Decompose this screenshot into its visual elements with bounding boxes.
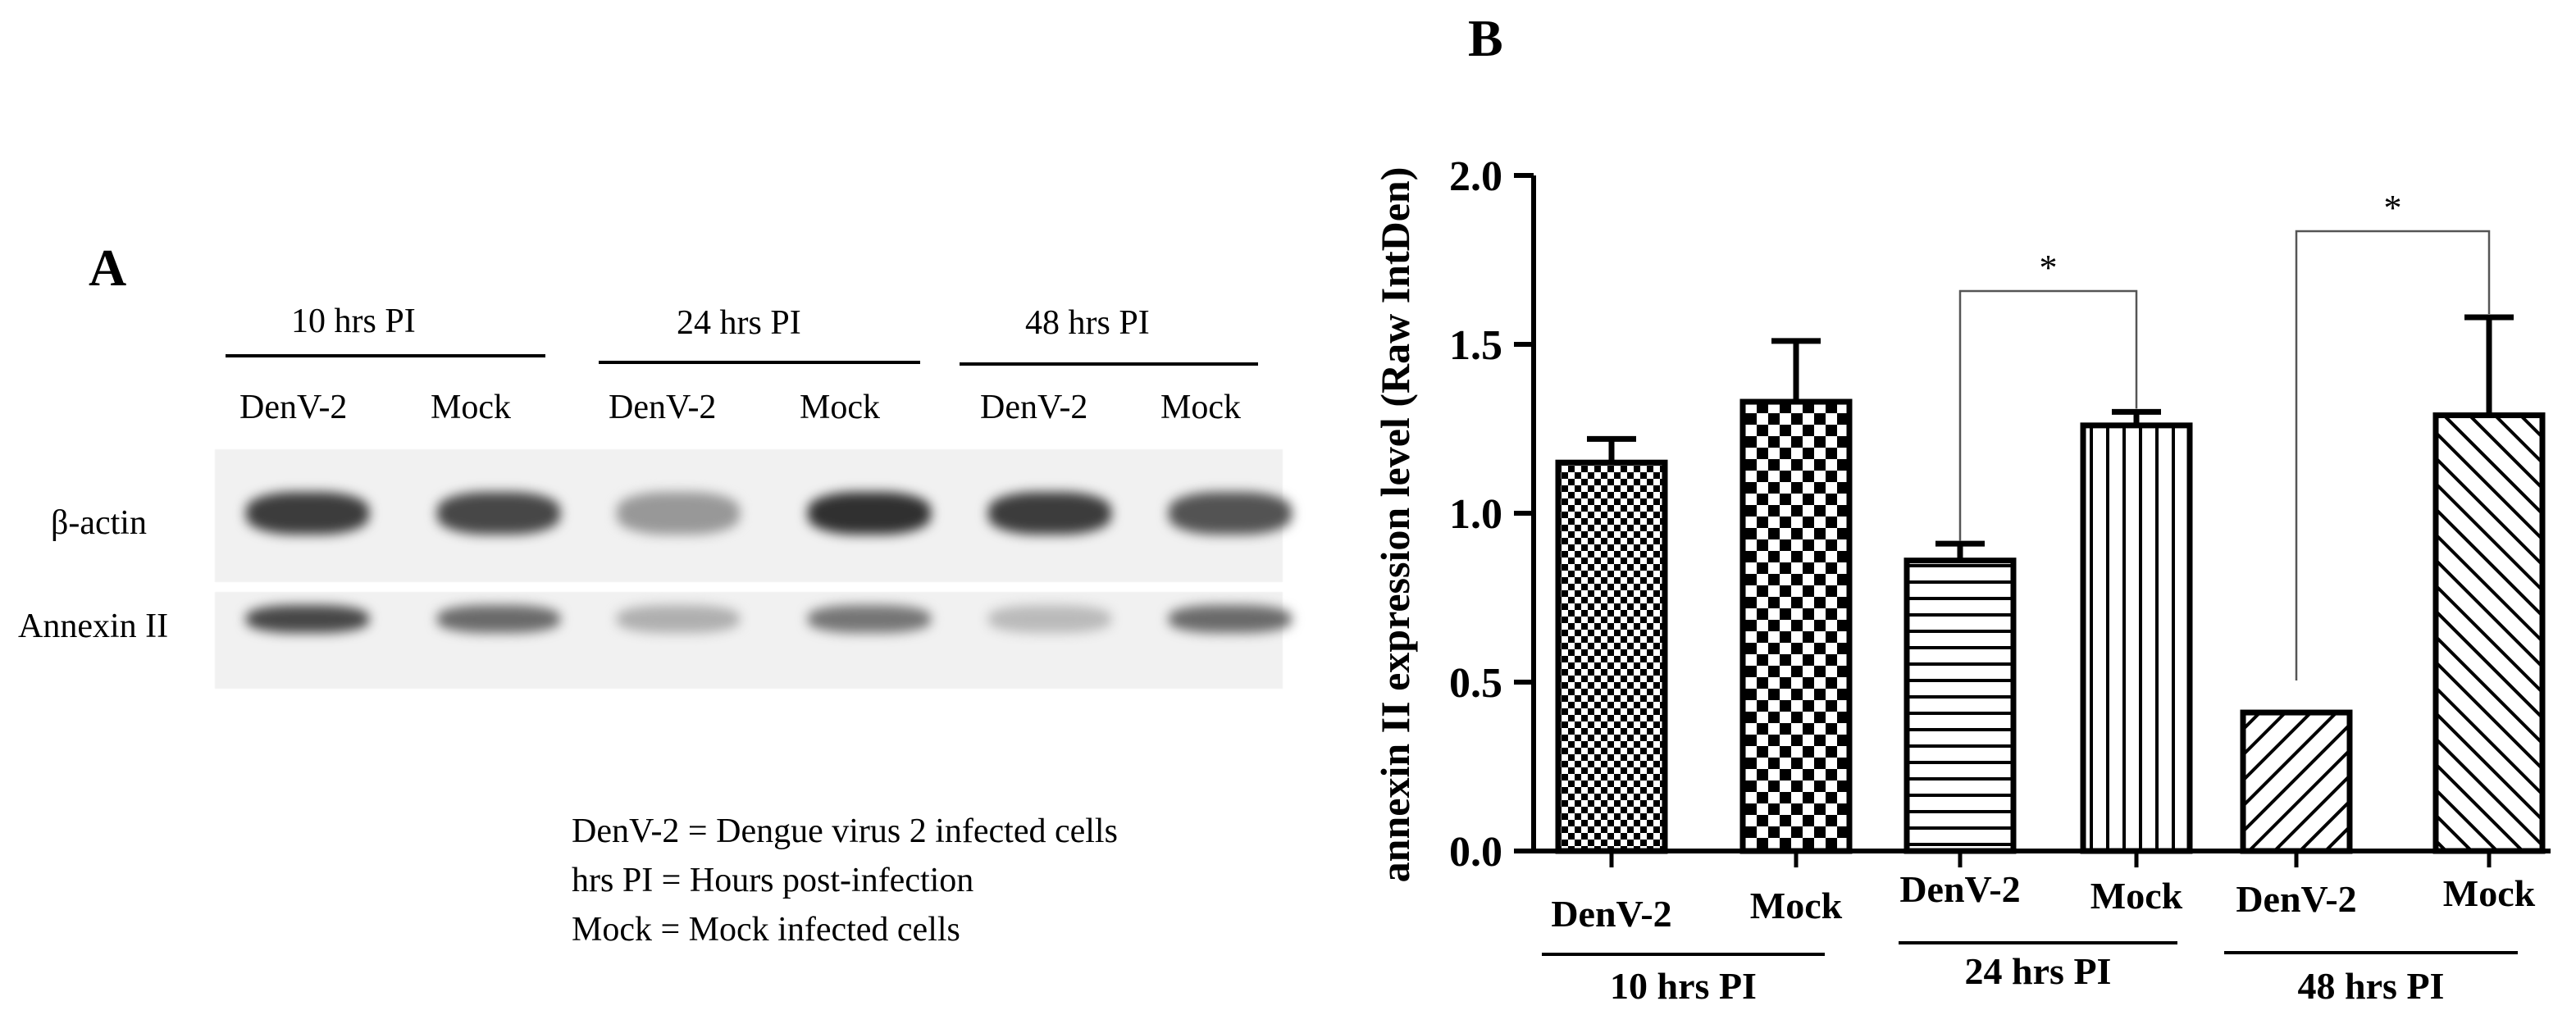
group-label-10h: 10 hrs PI [291, 303, 416, 340]
group-underline [226, 354, 545, 357]
blot-band [437, 605, 560, 633]
bar [1904, 558, 2017, 854]
legend-line: Mock = Mock infected cells [572, 911, 960, 949]
y-tick-label: 2.0 [1449, 153, 1502, 200]
lane-label: Mock [431, 389, 511, 426]
blot-band [988, 492, 1111, 535]
legend-line: hrs PI = Hours post-infection [572, 862, 974, 899]
x-category-label: DenV-2 [2236, 878, 2356, 920]
blot-band [1169, 605, 1292, 633]
legend-line: DenV-2 = Dengue virus 2 infected cells [572, 812, 1118, 850]
x-category-label: Mock [2090, 875, 2183, 917]
x-category-label: Mock [1750, 885, 1843, 926]
group-label-48h: 48 hrs PI [1025, 304, 1150, 342]
x-category-label: DenV-2 [1551, 893, 1671, 935]
blot-strip-beta-actin [215, 449, 1292, 582]
blot-strip-annexin [215, 592, 1292, 689]
group-label-24h: 24 hrs PI [677, 304, 801, 342]
significance-star: * [2384, 188, 2402, 228]
x-group-label: 24 hrs PI [1965, 950, 2112, 992]
lane-label: Mock [800, 389, 880, 426]
significance-star: * [2040, 248, 2058, 288]
x-group-label: 48 hrs PI [2298, 965, 2445, 1007]
x-category-label: DenV-2 [1899, 868, 2020, 910]
lane-label: DenV-2 [239, 389, 348, 426]
lane-label: DenV-2 [609, 389, 717, 426]
y-tick-label: 0.0 [1449, 829, 1502, 876]
blot-band [1169, 492, 1292, 535]
group-underline [599, 361, 920, 364]
lane-label: Mock [1160, 389, 1241, 426]
panel-a-letter: A [89, 239, 127, 297]
blot-band [617, 605, 740, 633]
y-tick-label: 1.5 [1449, 322, 1502, 369]
bar [2080, 422, 2193, 854]
x-group-label: 10 hrs PI [1610, 965, 1757, 1007]
row-label-beta-actin: β-actin [51, 504, 147, 542]
bar [2240, 709, 2353, 854]
x-category-label: Mock [2443, 872, 2536, 914]
blot-band [617, 492, 740, 535]
panel-b-letter: B [1468, 9, 1503, 67]
bar [2432, 412, 2546, 854]
blot-band [246, 605, 369, 633]
y-tick-label: 0.5 [1449, 660, 1502, 707]
y-tick-label: 1.0 [1449, 491, 1502, 538]
blot-band [808, 605, 931, 633]
significance-bracket [1958, 289, 2138, 541]
blot-band [808, 492, 931, 535]
y-axis-label: annexin II expression level (Raw IntDen) [1372, 167, 1418, 883]
significance-bracket [2295, 230, 2491, 680]
blot-band [246, 492, 369, 535]
blot-band [437, 492, 560, 535]
bar [1555, 459, 1668, 854]
lane-label: DenV-2 [980, 389, 1088, 426]
group-underline [960, 362, 1258, 366]
bar [1739, 398, 1853, 854]
row-label-annexin: Annexin II [18, 608, 169, 645]
blot-band [988, 605, 1111, 633]
